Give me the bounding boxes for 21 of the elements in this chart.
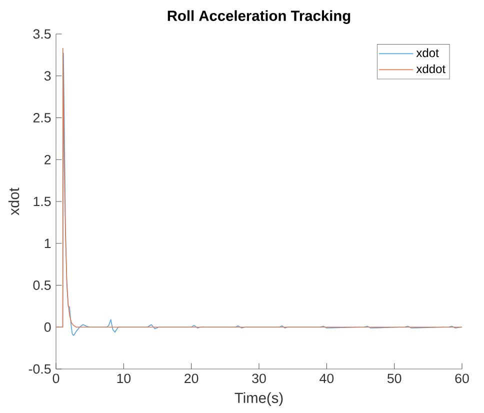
x-tick-label: 10 — [117, 374, 131, 384]
chart-title: Roll Acceleration Tracking — [168, 10, 350, 24]
y-tick-label: 0.5 — [33, 280, 51, 290]
y-tick-label: 3.5 — [33, 29, 51, 39]
legend-label: xdot — [416, 48, 439, 58]
y-axis-title: xdot — [8, 188, 20, 216]
x-tick-label: 40 — [320, 374, 334, 384]
y-tick-label: 1.5 — [34, 196, 51, 206]
y-tick-label: 1 — [44, 238, 51, 248]
x-axis-title: Time(s) — [234, 392, 283, 406]
x-tick-label: 50 — [387, 374, 402, 384]
legend-label: xddot — [416, 64, 446, 74]
y-tick-label: 3 — [44, 71, 51, 81]
x-tick-label: 20 — [184, 374, 198, 384]
y-tick-label: -0.5 — [28, 364, 51, 374]
x-tick-label: 30 — [252, 374, 266, 384]
x-tick-label: 60 — [455, 374, 469, 384]
y-tick-label: 2.5 — [33, 113, 51, 122]
y-tick-label: 0 — [44, 322, 51, 332]
x-tick-label: 0 — [52, 374, 60, 384]
y-tick-label: 2 — [44, 154, 51, 164]
